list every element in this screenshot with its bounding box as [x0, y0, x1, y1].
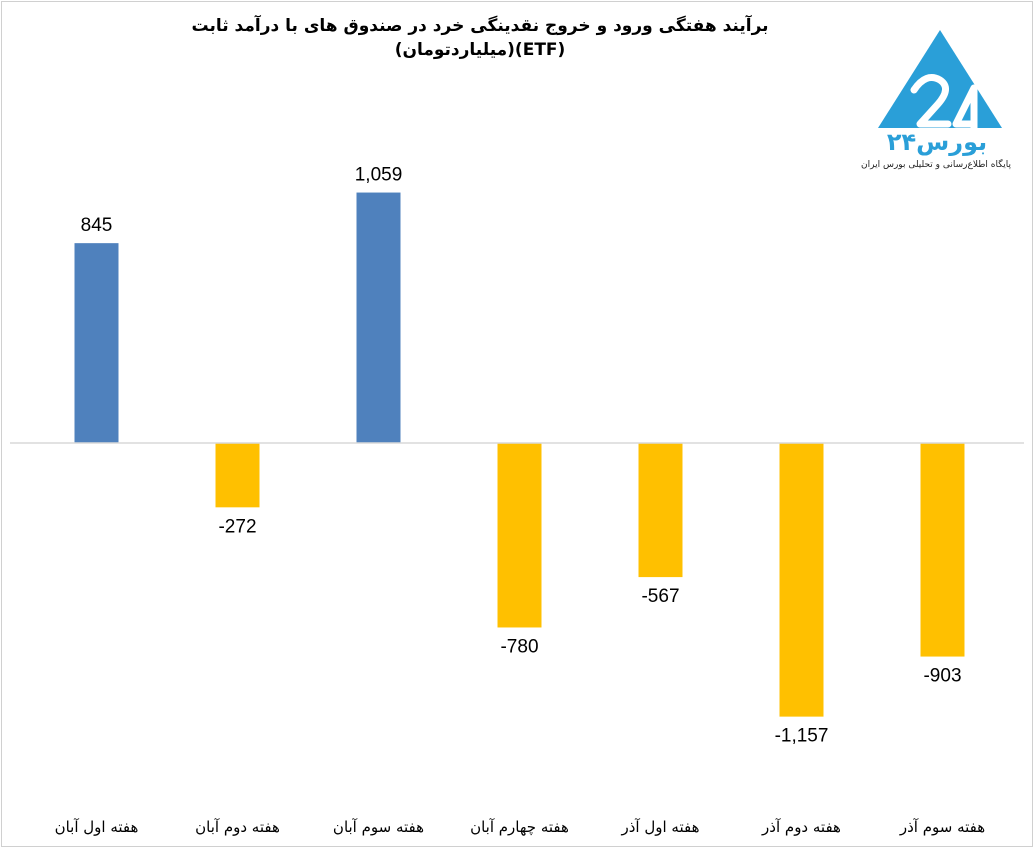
bar-7 — [920, 443, 965, 657]
bar-4 — [497, 443, 542, 628]
chart-title: برآیند هفتگی ورود و خروج نقدینگی خرد در … — [120, 14, 840, 62]
bar-6 — [779, 443, 824, 717]
bar-2 — [215, 443, 260, 508]
chart-subtitle: (ETF)(میلیاردتومان) — [394, 40, 566, 60]
category-label-2: هفته دوم آبان — [195, 818, 280, 836]
category-label-6: هفته دوم آذر — [761, 818, 841, 836]
bar-5 — [638, 443, 683, 578]
value-labels-group: 845 -272 1,059 -780 -567 -1,157 -903 — [81, 165, 962, 747]
data-label-2: -272 — [218, 516, 256, 537]
bourse24-logo-icon — [878, 30, 1002, 132]
category-label-7: هفته سوم آذر — [899, 818, 985, 836]
data-label-5: -567 — [641, 586, 679, 607]
category-labels-group: هفته اول آبان هفته دوم آبان هفته سوم آبان ه… — [55, 818, 986, 836]
data-label-4: -780 — [500, 636, 538, 657]
category-label-5: هفته اول آذر — [620, 818, 699, 836]
data-label-1: 845 — [81, 215, 113, 236]
category-label-1: هفته اول آبان — [55, 818, 139, 836]
data-label-3: 1,059 — [355, 165, 403, 186]
bars-group — [74, 192, 965, 717]
data-label-7: -903 — [923, 666, 961, 687]
logo-name: بورس۲۴ — [886, 128, 988, 156]
bar-1 — [74, 243, 119, 443]
logo-tagline: پایگاه اطلاع‌رسانی و تحلیلی بورس ایران — [861, 160, 1011, 170]
category-label-3: هفته سوم آبان — [333, 818, 424, 836]
bar-3 — [356, 192, 401, 443]
chart-title-line: برآیند هفتگی ورود و خروج نقدینگی خرد در … — [191, 16, 769, 36]
category-label-4: هفته چهارم آبان — [470, 818, 569, 836]
data-label-6: -1,157 — [775, 726, 829, 747]
